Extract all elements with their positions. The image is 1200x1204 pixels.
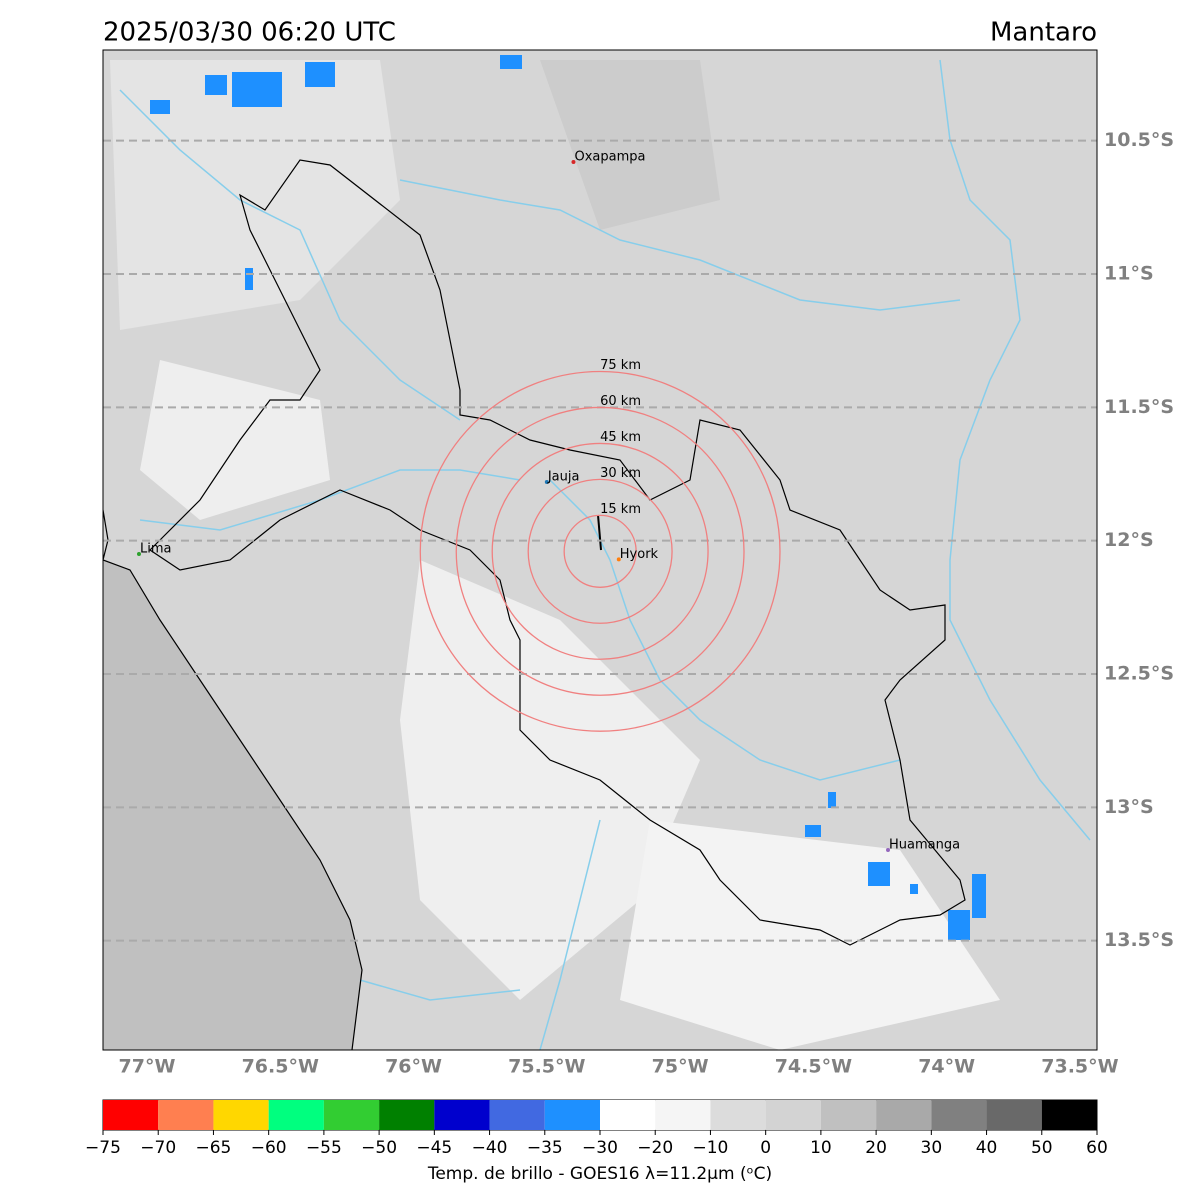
lon-tick-label: 75.5°W xyxy=(508,1056,585,1078)
lon-tick-label: 73.5°W xyxy=(1041,1056,1118,1078)
colorbar-segment xyxy=(600,1100,656,1130)
city-marker xyxy=(616,557,621,562)
colorbar-segment xyxy=(655,1100,711,1130)
city-label: Lima xyxy=(140,542,171,557)
lon-tick-label: 74°W xyxy=(918,1056,975,1078)
colorbar-tick-label: −45 xyxy=(416,1138,452,1158)
lat-tick-label: 11°S xyxy=(1104,263,1154,285)
lat-tick-label: 12.5°S xyxy=(1104,663,1174,685)
city-marker xyxy=(571,160,576,164)
colorbar-tick-label: −10 xyxy=(692,1138,728,1158)
colorbar-segment xyxy=(268,1100,324,1130)
range-ring xyxy=(455,406,745,696)
colorbar-segment xyxy=(876,1100,932,1130)
colorbar-segment xyxy=(434,1100,490,1130)
city-label: Huamanga xyxy=(889,838,960,853)
colorbar-tick-label: −50 xyxy=(361,1138,397,1158)
colorbar-tick-label: −65 xyxy=(195,1138,231,1158)
colorbar-tick-label: −70 xyxy=(140,1138,176,1158)
lon-tick-label: 74.5°W xyxy=(775,1056,852,1078)
map-background xyxy=(103,50,1097,1050)
lat-tick-label: 13°S xyxy=(1104,796,1154,818)
colorbar-tick-label: 0 xyxy=(760,1138,771,1158)
map-frame xyxy=(102,49,1098,1051)
colorbar-segment xyxy=(544,1100,600,1130)
city-label: Oxapampa xyxy=(574,150,645,165)
colorbar-segment xyxy=(931,1100,987,1130)
lat-tick-label: 12°S xyxy=(1104,529,1154,551)
range-ring-label: 75 km xyxy=(600,358,641,373)
colorbar-segment xyxy=(323,1100,380,1130)
colorbar-tick-label: −40 xyxy=(472,1138,508,1158)
colorbar-segment xyxy=(379,1100,435,1130)
range-ring xyxy=(491,442,709,660)
city-label: Hyork xyxy=(620,547,659,562)
lon-tick-label: 76.5°W xyxy=(242,1056,319,1078)
colorbar-segment xyxy=(820,1100,877,1130)
colorbar-segment xyxy=(710,1100,766,1130)
lat-tick-label: 13.5°S xyxy=(1104,929,1174,951)
colorbar-segment xyxy=(489,1100,545,1130)
range-ring xyxy=(527,478,673,624)
colorbar-label: Temp. de brillo - GOES16 λ=11.2μm (ᵒC) xyxy=(427,1164,772,1184)
range-ring xyxy=(419,370,781,732)
colorbar-tick-label: 30 xyxy=(921,1138,943,1158)
colorbar-tick-label: −60 xyxy=(251,1138,287,1158)
range-ring xyxy=(563,514,637,588)
colorbar-tick-label: −20 xyxy=(637,1138,673,1158)
title: 2025/03/30 06:20 UTC xyxy=(103,18,396,48)
colorbar-segment xyxy=(1041,1100,1097,1130)
colorbar-tick-label: 10 xyxy=(810,1138,832,1158)
lon-tick-label: 77°W xyxy=(119,1056,176,1078)
colorbar-tick-label: 20 xyxy=(865,1138,887,1158)
city-marker xyxy=(136,552,141,556)
colorbar-tick-label: −55 xyxy=(306,1138,342,1158)
range-ring-label: 45 km xyxy=(600,430,641,445)
map-overlay: 15 km 30 km 45 km 60 km 75 km Oxapampa Jauja Hy… xyxy=(103,139,1097,942)
colorbar-tick-label: −35 xyxy=(527,1138,563,1158)
city-label: Jauja xyxy=(547,470,580,485)
region-name: Mantaro xyxy=(990,18,1097,48)
colorbar-tick-label: −75 xyxy=(85,1138,121,1158)
range-ring-label: 60 km xyxy=(600,394,641,409)
lon-tick-label: 76°W xyxy=(385,1056,442,1078)
colorbar-tick-label: 50 xyxy=(1031,1138,1053,1158)
colorbar-tick-label: 60 xyxy=(1086,1138,1108,1158)
range-ring-label: 30 km xyxy=(600,466,641,481)
colorbar-segment xyxy=(986,1100,1042,1130)
colorbar-segment xyxy=(213,1100,269,1130)
colorbar-tick-label: 40 xyxy=(976,1138,998,1158)
city-marker xyxy=(544,480,549,484)
colorbar-tick-label: −30 xyxy=(582,1138,618,1158)
colorbar-segment xyxy=(103,1100,159,1130)
range-ring-label: 15 km xyxy=(600,502,641,517)
colorbar-segment xyxy=(158,1100,214,1130)
lat-tick-label: 11.5°S xyxy=(1104,396,1174,418)
colorbar-segment xyxy=(765,1100,821,1130)
lat-tick-label: 10.5°S xyxy=(1104,129,1174,151)
lon-tick-label: 75°W xyxy=(652,1056,709,1078)
city-marker xyxy=(886,848,891,852)
